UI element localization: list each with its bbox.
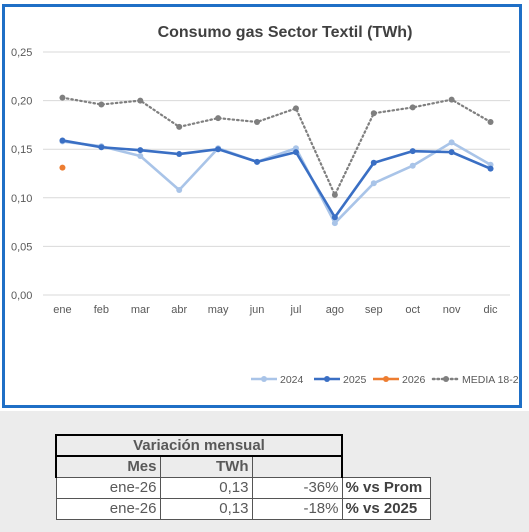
x-tick-label: feb	[94, 304, 109, 316]
header-twh: TWh	[159, 456, 253, 478]
series-2025-line	[62, 139, 492, 219]
series-2024-point	[176, 187, 183, 194]
row-twh: 0,13	[159, 497, 253, 520]
table-title: Variación mensual	[55, 434, 343, 457]
x-tick-label: nov	[443, 304, 461, 316]
series-media-18-21-point	[370, 110, 377, 117]
y-tick-label: 0,25	[11, 47, 32, 59]
x-tick-label: may	[208, 304, 229, 316]
series-2025-point	[370, 159, 377, 166]
series-2024-point	[409, 162, 416, 169]
series-2025-point	[254, 158, 261, 165]
table-header-row: Mes TWh	[55, 456, 430, 478]
row-label: % vs 2025	[341, 497, 431, 520]
series-media-18-21-point	[59, 94, 66, 101]
x-tick-label: jul	[289, 304, 301, 316]
series-media-18-21-point	[487, 118, 494, 125]
table-row: ene-26 0,13 -18% % vs 2025	[55, 497, 431, 520]
row-pct: -36%	[251, 476, 343, 499]
x-tick-label: jun	[249, 304, 265, 316]
row-label: % vs Prom	[341, 476, 431, 499]
series-media-18-21-point	[254, 118, 261, 125]
series-2025-point	[292, 149, 299, 156]
legend-media-18-21-marker	[443, 376, 449, 382]
y-tick-label: 0,00	[11, 290, 32, 302]
series-2025-point	[448, 149, 455, 156]
line-chart: Consumo gas Sector Textil (TWh) 0,00 0,05…	[11, 24, 519, 386]
table-title-row: Variación mensual	[55, 434, 430, 457]
header-mes: Mes	[55, 456, 160, 478]
row-mes: ene-26	[55, 497, 161, 520]
series-2025-point	[215, 146, 222, 153]
series-media-18-21-point	[137, 97, 144, 104]
series-2024-line	[62, 140, 492, 225]
series-media-18-21-point	[176, 123, 183, 130]
x-tick-label: ago	[326, 304, 344, 316]
series-2025-point	[331, 214, 338, 221]
series-2025-point	[59, 137, 66, 144]
x-tick-label: sep	[365, 304, 383, 316]
y-tick-label: 0,15	[11, 144, 32, 156]
series-media-18-21-point	[409, 104, 416, 111]
row-twh: 0,13	[159, 476, 253, 499]
legend-media-18-21-label: MEDIA 18-21	[462, 374, 519, 386]
chart-frame: Consumo gas Sector Textil (TWh) 0,00 0,05…	[2, 4, 522, 408]
x-tick-label: oct	[405, 304, 420, 316]
series-2025-point	[409, 148, 416, 155]
series-media-18-21-point	[98, 101, 105, 108]
row-pct: -18%	[251, 497, 343, 520]
y-tick-label: 0,05	[11, 241, 32, 253]
series-2025-point	[487, 165, 494, 172]
series-media-18-21-line	[61, 96, 492, 196]
series-2024-point	[137, 153, 144, 160]
legend-2025-label: 2025	[343, 374, 367, 386]
series-media-18-21-point	[331, 191, 338, 198]
series-media-18-21-point	[292, 105, 299, 112]
series-2025-point	[98, 144, 105, 151]
legend-2024-label: 2024	[280, 374, 304, 386]
series-media-18-21-point	[448, 96, 455, 103]
x-tick-label: ene	[53, 304, 71, 316]
series-media-18-21-point	[215, 115, 222, 122]
variation-table: Variación mensual Mes TWh ene-26 0,13 -3…	[55, 434, 431, 520]
series-2024-point	[331, 220, 338, 227]
x-tick-label: dic	[484, 304, 499, 316]
series-2025-point	[176, 151, 183, 158]
series-2024-point	[370, 180, 377, 187]
row-mes: ene-26	[55, 476, 161, 499]
legend-2026-label: 2026	[402, 374, 426, 386]
x-tick-label: abr	[171, 304, 187, 316]
series-2026-point	[59, 164, 66, 171]
legend-2026-marker	[383, 376, 389, 382]
series-2025-point	[137, 147, 144, 154]
chart-title: Consumo gas Sector Textil (TWh)	[158, 24, 413, 41]
table-row: ene-26 0,13 -36% % vs Prom	[55, 476, 431, 499]
legend-2025-marker	[324, 376, 330, 382]
y-tick-label: 0,20	[11, 96, 32, 108]
y-tick-label: 0,10	[11, 193, 32, 205]
legend-2024-marker	[261, 376, 267, 382]
series-2024-point	[448, 139, 455, 146]
x-tick-label: mar	[131, 304, 150, 316]
